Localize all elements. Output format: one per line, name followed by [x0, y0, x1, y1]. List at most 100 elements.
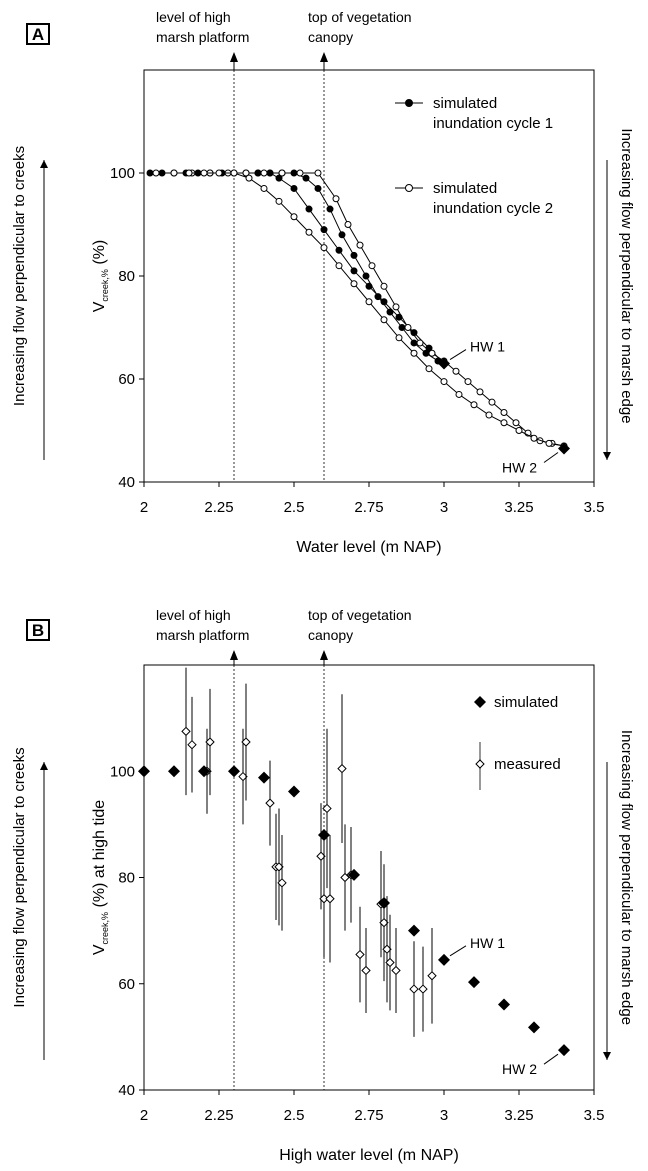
simulated-point — [288, 785, 300, 798]
y-tick-label: 40 — [118, 474, 135, 491]
x-tick-label: 3 — [440, 499, 448, 516]
annotation-label: HW 1 — [470, 339, 505, 355]
hw-marker — [558, 442, 570, 455]
y-axis-label: Vcreek,% (%) — [91, 240, 110, 313]
reference-label: canopy — [308, 29, 353, 45]
data-point — [455, 390, 463, 398]
data-point — [365, 282, 373, 290]
y-tick-label: 80 — [118, 268, 135, 285]
data-point — [290, 184, 298, 192]
x-tick-label: 2.5 — [284, 1107, 305, 1124]
data-point — [500, 419, 508, 427]
reference-label: level of high — [156, 607, 231, 623]
left-side-arrowhead — [40, 160, 48, 168]
data-point — [146, 169, 154, 177]
data-point — [356, 241, 364, 249]
panel-letter-box — [26, 23, 50, 45]
data-point — [452, 367, 460, 375]
legend-entry: inundation cycle 2 — [433, 200, 553, 217]
y-tick-label: 100 — [110, 165, 135, 182]
reference-label: top of vegetation — [308, 9, 412, 25]
legend-entry: simulated — [494, 694, 558, 711]
y-tick-label: 60 — [118, 976, 135, 993]
annotation-label: HW 2 — [502, 460, 537, 476]
legend-entry: measured — [494, 756, 561, 773]
reference-arrowhead — [320, 650, 328, 660]
data-point — [278, 169, 286, 177]
data-point — [530, 434, 538, 442]
right-side-label: Increasing flow perpendicular to marsh e… — [618, 128, 635, 423]
reference-arrowhead — [320, 52, 328, 62]
measured-point — [277, 878, 287, 888]
data-point — [512, 419, 520, 427]
measured-point — [385, 957, 395, 968]
measured-point — [361, 965, 371, 976]
annotation-arrow — [449, 349, 467, 360]
data-point — [275, 197, 283, 205]
x-tick-label: 2 — [140, 499, 148, 516]
data-point — [215, 169, 223, 177]
measured-point — [409, 984, 419, 994]
measured-point — [322, 803, 332, 814]
data-point — [320, 244, 328, 252]
data-point — [410, 339, 418, 347]
data-point — [416, 339, 424, 347]
left-side-label: Increasing flow perpendicular to creeks — [11, 747, 28, 1007]
measured-point — [391, 965, 401, 976]
x-tick-label: 3.5 — [584, 499, 605, 516]
data-point — [200, 169, 208, 177]
reference-arrowhead — [230, 52, 238, 62]
data-point — [488, 398, 496, 406]
data-point — [428, 349, 436, 357]
data-point — [425, 365, 433, 373]
data-point — [320, 226, 328, 234]
measured-point — [427, 971, 437, 981]
simulated-point — [198, 765, 210, 778]
simulated-point — [378, 897, 390, 909]
measured-point — [241, 737, 251, 747]
reference-label: level of high — [156, 9, 231, 25]
data-point — [305, 205, 313, 213]
data-point — [485, 411, 493, 419]
data-point — [230, 169, 238, 177]
x-tick-label: 2.75 — [354, 1107, 383, 1124]
data-point — [368, 262, 376, 270]
simulated-point — [438, 953, 450, 966]
legend-entry: simulated — [433, 180, 497, 197]
measured-point — [418, 984, 428, 994]
legend-marker — [475, 759, 485, 769]
simulated-point — [258, 771, 270, 784]
y-tick-label: 40 — [118, 1082, 135, 1099]
reference-arrowhead — [230, 650, 238, 660]
data-point — [314, 169, 322, 177]
x-axis-label: Water level (m NAP) — [296, 539, 441, 556]
simulated-point — [558, 1044, 570, 1057]
left-side-label: Increasing flow perpendicular to creeks — [11, 146, 28, 406]
panel-b: B 2 2.25 2.5 2.75 3 3.25 3.5 40 60 80 100 High water… — [11, 607, 635, 1164]
data-point — [350, 280, 358, 288]
simulated-point — [318, 829, 330, 841]
data-point — [302, 174, 310, 182]
data-point — [398, 324, 406, 331]
data-point — [410, 349, 418, 357]
data-point — [344, 221, 352, 228]
x-tick-label: 3.25 — [504, 1107, 533, 1124]
data-point — [335, 246, 343, 254]
annotation-arrow — [543, 452, 559, 463]
annotation-label: HW 2 — [502, 1061, 537, 1077]
data-point — [500, 408, 508, 416]
data-point — [392, 303, 400, 311]
legend-marker — [405, 99, 413, 107]
data-point — [515, 427, 523, 434]
reference-label: canopy — [308, 627, 353, 643]
legend-marker — [474, 696, 486, 708]
measured-point — [187, 739, 197, 750]
right-side-arrowhead — [603, 1052, 611, 1060]
data-point — [242, 169, 250, 177]
data-point — [365, 298, 373, 306]
y-axis-label: Vcreek,% (%) at high tide — [91, 800, 110, 955]
data-point — [470, 401, 478, 409]
measured-point — [205, 737, 215, 747]
data-point — [362, 272, 370, 280]
